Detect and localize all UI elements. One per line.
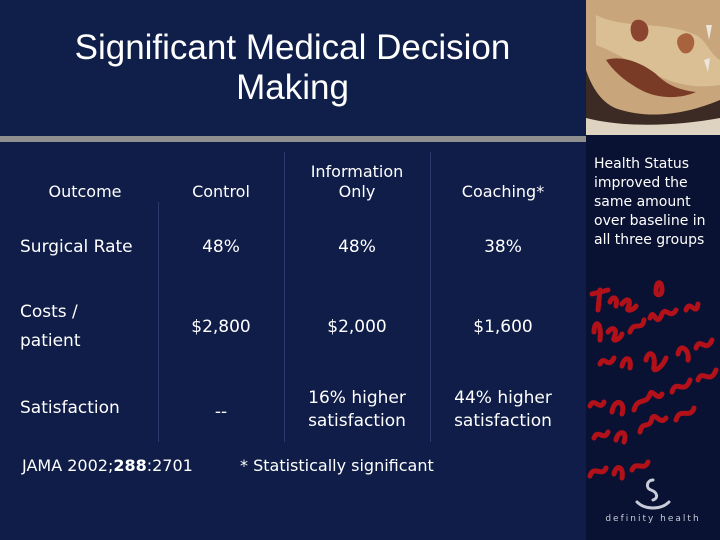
surgical-rate-coaching: 38%: [484, 236, 522, 257]
header-control: Control: [192, 182, 250, 201]
column-divider: [284, 152, 285, 442]
slide-title: Significant Medical Decision Making: [74, 28, 511, 107]
header-coaching: Coaching*: [461, 182, 545, 201]
title-area: Significant Medical Decision Making: [0, 0, 585, 138]
column-divider: [430, 152, 431, 442]
title-divider: [0, 136, 586, 142]
row-label-surgical-rate: Surgical Rate: [20, 236, 133, 257]
health-status-note: Health Status improved the same amount o…: [594, 156, 706, 248]
significance-note: * Statistically significant: [240, 456, 434, 475]
column-divider: [158, 202, 159, 442]
header-information-only: Information Only: [310, 162, 404, 201]
surgical-rate-control: 48%: [202, 236, 240, 257]
citation-prefix: JAMA 2002;: [22, 456, 114, 475]
surgical-rate-information-only: 48%: [338, 236, 376, 257]
handwritten-note-graphic: [587, 280, 719, 481]
citation-suffix: :2701: [146, 456, 193, 475]
row-label-costs-per-patient: Costs / patient: [20, 302, 81, 351]
satisfaction-information-only: 16% higher satisfaction: [308, 388, 406, 431]
costs-coaching: $1,600: [473, 316, 533, 337]
satisfaction-coaching: 44% higher satisfaction: [454, 388, 552, 431]
costs-information-only: $2,000: [327, 316, 387, 337]
painting-artwork-icon: [586, 0, 720, 135]
results-table: Outcome Control Information Only Coachin…: [12, 152, 576, 452]
citation: JAMA 2002;288:2701: [22, 456, 193, 475]
costs-control: $2,800: [191, 316, 251, 337]
header-outcome: Outcome: [48, 182, 122, 201]
row-label-satisfaction: Satisfaction: [20, 397, 120, 418]
definity-health-logo-icon: [635, 478, 671, 510]
citation-volume: 288: [113, 456, 147, 475]
brand-wordmark: definity health: [605, 514, 701, 524]
sidebar: [586, 0, 720, 540]
satisfaction-control: --: [214, 401, 228, 422]
